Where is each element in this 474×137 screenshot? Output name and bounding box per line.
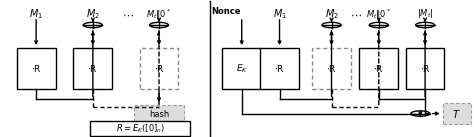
Bar xyxy=(359,48,398,89)
Bar xyxy=(134,105,184,125)
Text: $M_2$: $M_2$ xyxy=(325,7,338,21)
Text: $T$: $T$ xyxy=(453,108,461,120)
Text: $\cdot$R: $\cdot$R xyxy=(419,63,430,74)
Bar xyxy=(312,48,351,89)
Text: $\cdots$: $\cdots$ xyxy=(350,10,362,20)
Text: $\cdots$: $\cdots$ xyxy=(122,10,134,20)
Bar xyxy=(222,48,261,89)
Text: $R = E_K([0]_n)$: $R = E_K([0]_n)$ xyxy=(116,122,165,135)
Text: $\cdot$R: $\cdot$R xyxy=(326,63,337,74)
Bar xyxy=(140,48,178,89)
Text: $\cdot$R: $\cdot$R xyxy=(31,63,42,74)
Bar xyxy=(91,121,190,136)
Text: $M_2$: $M_2$ xyxy=(86,7,100,21)
Bar xyxy=(443,103,471,124)
Text: Nonce: Nonce xyxy=(211,7,240,16)
Bar xyxy=(260,48,299,89)
Text: $M_1$: $M_1$ xyxy=(29,7,43,21)
Text: $M_t\|0^*$: $M_t\|0^*$ xyxy=(146,7,172,22)
Bar xyxy=(73,48,112,89)
Text: $\cdot$R: $\cdot$R xyxy=(374,63,384,74)
Bar xyxy=(406,48,445,89)
Text: $\cdot$R: $\cdot$R xyxy=(154,63,164,74)
Text: hash: hash xyxy=(149,110,169,119)
Text: $M_t\|0^*$: $M_t\|0^*$ xyxy=(366,7,392,22)
Text: $\cdot$R: $\cdot$R xyxy=(87,63,98,74)
Text: $\cdot$R: $\cdot$R xyxy=(274,63,285,74)
Text: $E_K$: $E_K$ xyxy=(236,62,248,75)
Text: $|M_t|$: $|M_t|$ xyxy=(417,7,433,20)
Text: $M_1$: $M_1$ xyxy=(273,7,287,21)
Bar xyxy=(17,48,55,89)
